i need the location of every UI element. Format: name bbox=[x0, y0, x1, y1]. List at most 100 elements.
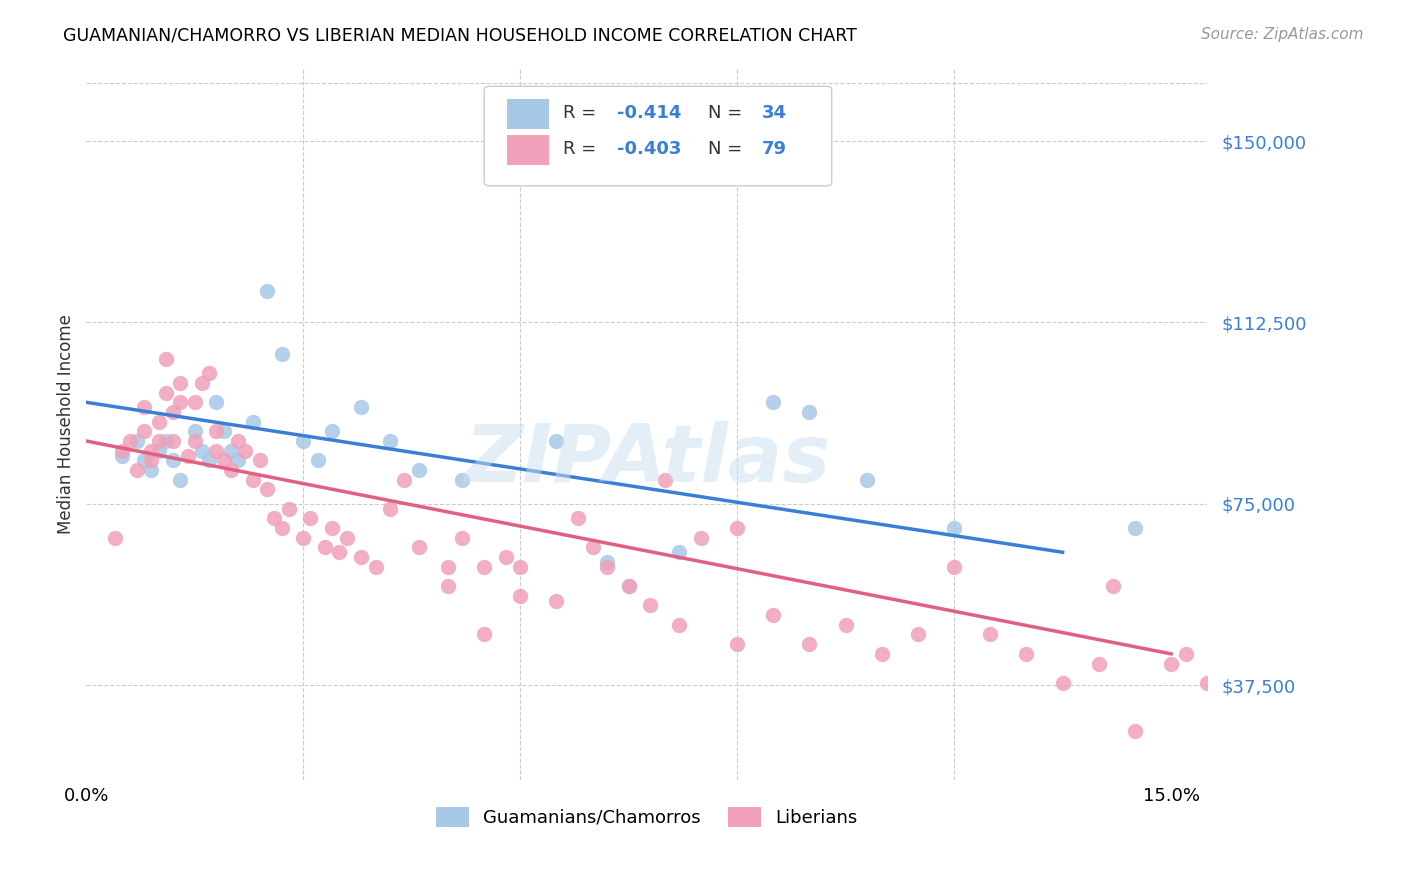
Point bbox=[212, 425, 235, 439]
Point bbox=[617, 579, 640, 593]
Point bbox=[1174, 647, 1197, 661]
Point bbox=[111, 449, 134, 463]
Text: N =: N = bbox=[709, 140, 748, 158]
Point bbox=[762, 395, 785, 409]
Point bbox=[350, 550, 373, 565]
Point bbox=[242, 473, 264, 487]
Point bbox=[596, 559, 619, 574]
Point bbox=[328, 545, 350, 559]
Point bbox=[943, 559, 966, 574]
Text: 34: 34 bbox=[762, 104, 787, 122]
Point bbox=[437, 579, 460, 593]
Text: -0.403: -0.403 bbox=[616, 140, 681, 158]
Point bbox=[690, 531, 713, 545]
Text: N =: N = bbox=[709, 104, 748, 122]
Point bbox=[546, 434, 568, 448]
Point bbox=[943, 521, 966, 535]
Point bbox=[134, 425, 156, 439]
Point bbox=[567, 511, 589, 525]
FancyBboxPatch shape bbox=[506, 99, 550, 129]
Point bbox=[198, 453, 221, 467]
Point bbox=[134, 453, 156, 467]
Point bbox=[668, 545, 690, 559]
Point bbox=[270, 347, 292, 361]
Point bbox=[176, 449, 198, 463]
Point bbox=[155, 385, 177, 400]
Point bbox=[242, 415, 264, 429]
Point bbox=[378, 501, 401, 516]
Point bbox=[394, 473, 416, 487]
Point bbox=[1197, 676, 1219, 690]
Point bbox=[725, 521, 748, 535]
Text: ZIPAtlas: ZIPAtlas bbox=[464, 421, 830, 499]
Point bbox=[256, 483, 278, 497]
Point bbox=[169, 395, 191, 409]
Point bbox=[1218, 676, 1240, 690]
Point bbox=[581, 541, 603, 555]
Point bbox=[640, 599, 662, 613]
Point bbox=[191, 376, 214, 390]
Point bbox=[596, 555, 619, 569]
Text: R =: R = bbox=[562, 140, 602, 158]
Point bbox=[226, 434, 249, 448]
Point bbox=[495, 550, 517, 565]
Point bbox=[907, 627, 929, 641]
Point bbox=[451, 473, 474, 487]
Point bbox=[155, 434, 177, 448]
Text: GUAMANIAN/CHAMORRO VS LIBERIAN MEDIAN HOUSEHOLD INCOME CORRELATION CHART: GUAMANIAN/CHAMORRO VS LIBERIAN MEDIAN HO… bbox=[63, 27, 858, 45]
Point bbox=[1015, 647, 1038, 661]
Point bbox=[292, 531, 315, 545]
Point bbox=[437, 559, 460, 574]
Point bbox=[191, 443, 214, 458]
Point bbox=[162, 434, 184, 448]
Point bbox=[856, 473, 879, 487]
Point bbox=[472, 627, 495, 641]
Point bbox=[834, 617, 856, 632]
Point bbox=[205, 443, 228, 458]
Point bbox=[205, 395, 228, 409]
Point bbox=[249, 453, 271, 467]
Point bbox=[277, 501, 299, 516]
Point bbox=[148, 443, 170, 458]
Point bbox=[654, 473, 676, 487]
Point bbox=[292, 434, 315, 448]
Point bbox=[799, 405, 821, 419]
Point bbox=[617, 579, 640, 593]
Point bbox=[378, 434, 401, 448]
Point bbox=[134, 400, 156, 414]
Point bbox=[472, 559, 495, 574]
Point bbox=[184, 425, 207, 439]
Point bbox=[509, 589, 531, 603]
Point bbox=[1087, 657, 1109, 671]
Point bbox=[408, 463, 430, 477]
Point bbox=[870, 647, 893, 661]
Point bbox=[235, 443, 257, 458]
Point bbox=[321, 521, 343, 535]
Point bbox=[1123, 521, 1146, 535]
Point bbox=[1123, 724, 1146, 739]
Point bbox=[111, 443, 134, 458]
Point bbox=[169, 473, 191, 487]
Point bbox=[219, 463, 242, 477]
Point bbox=[184, 434, 207, 448]
Y-axis label: Median Household Income: Median Household Income bbox=[58, 314, 75, 534]
Text: 79: 79 bbox=[762, 140, 787, 158]
Point bbox=[184, 395, 207, 409]
Point bbox=[546, 593, 568, 607]
Point bbox=[1160, 657, 1182, 671]
Point bbox=[219, 443, 242, 458]
Point bbox=[1102, 579, 1125, 593]
Point bbox=[226, 453, 249, 467]
Point bbox=[141, 453, 163, 467]
Point bbox=[263, 511, 285, 525]
Point bbox=[270, 521, 292, 535]
Text: Source: ZipAtlas.com: Source: ZipAtlas.com bbox=[1201, 27, 1364, 42]
Point bbox=[155, 351, 177, 366]
Point bbox=[141, 443, 163, 458]
Point bbox=[256, 284, 278, 298]
Point bbox=[314, 541, 336, 555]
Text: -0.414: -0.414 bbox=[616, 104, 681, 122]
Point bbox=[169, 376, 191, 390]
Legend: Guamanians/Chamorros, Liberians: Guamanians/Chamorros, Liberians bbox=[429, 799, 865, 835]
Point bbox=[212, 453, 235, 467]
